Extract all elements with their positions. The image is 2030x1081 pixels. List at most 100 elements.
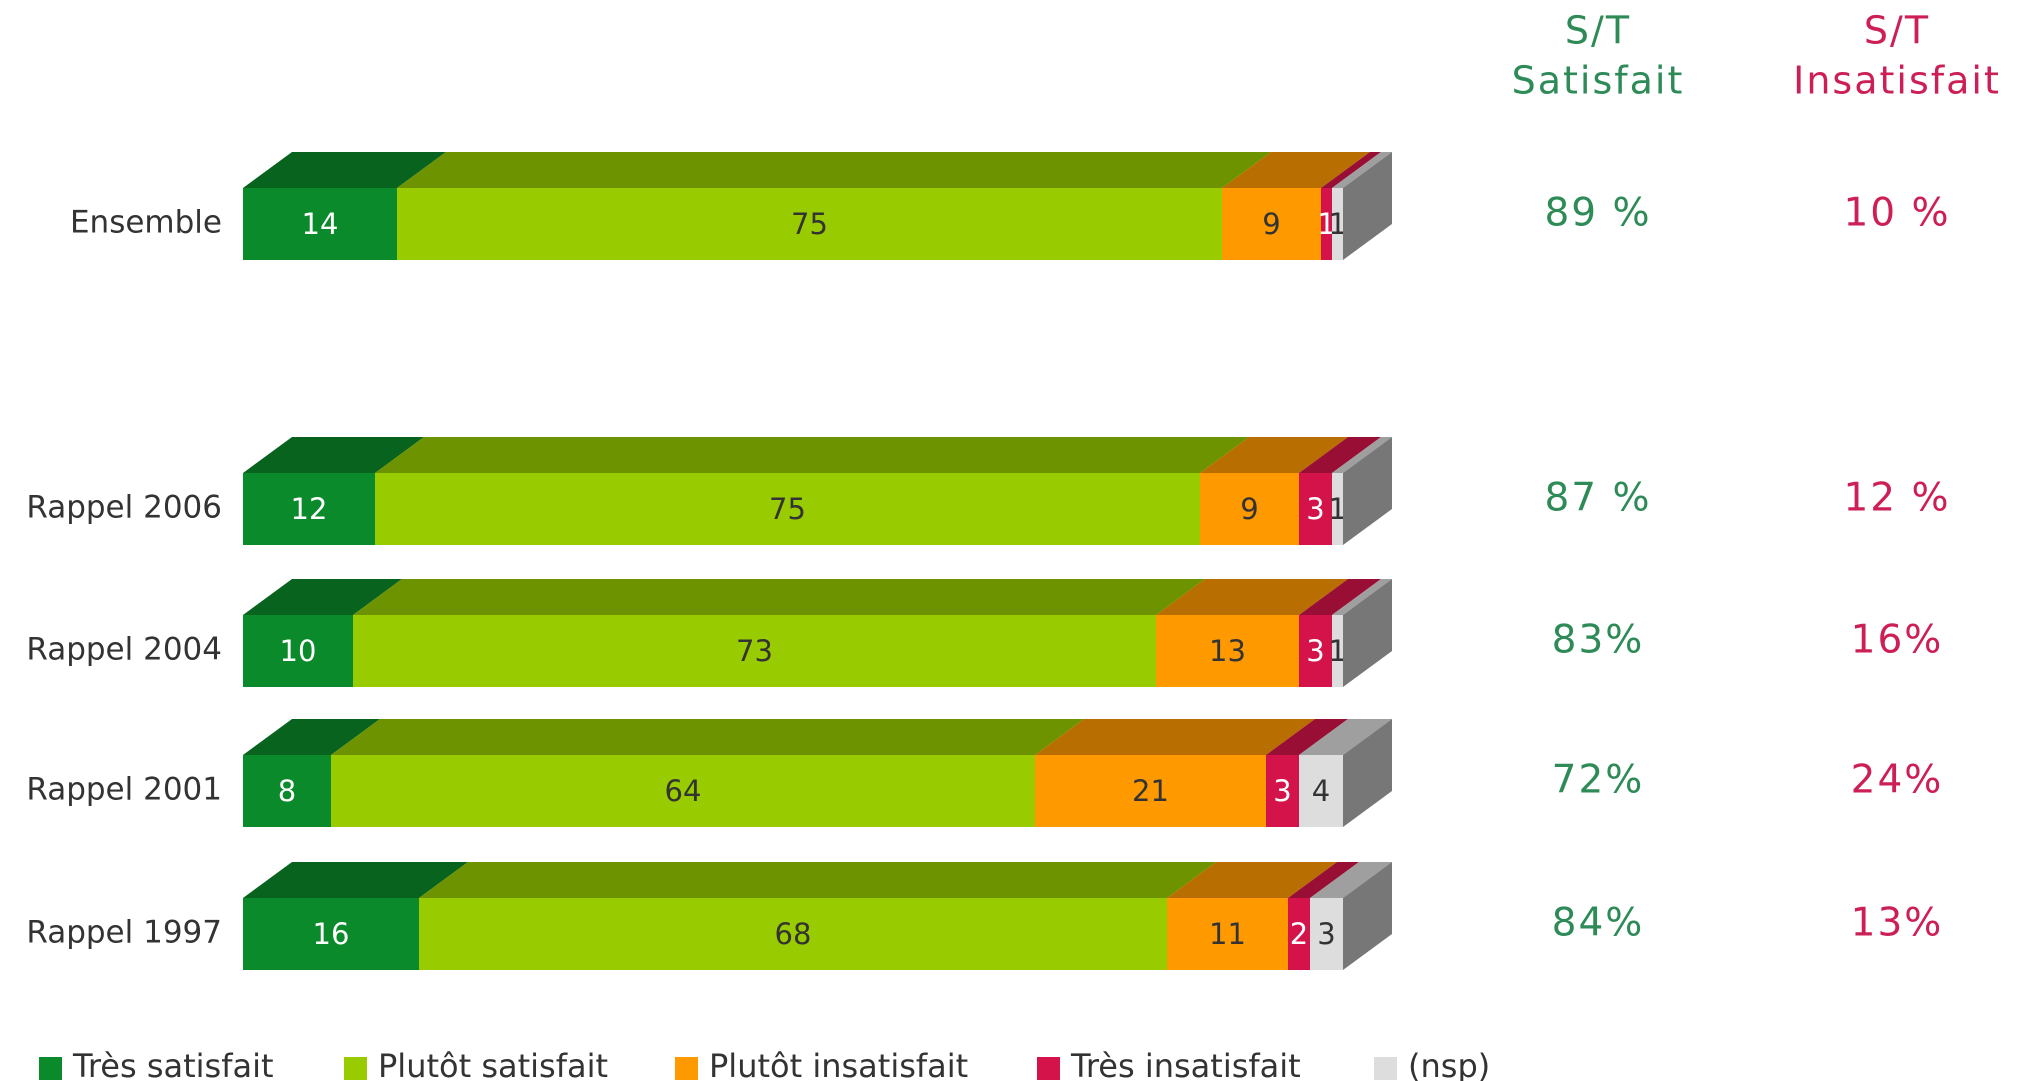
- category-label: Rappel 2006: [26, 490, 222, 526]
- bar-top: [1332, 152, 1392, 188]
- bar-segment: [243, 188, 397, 260]
- bar-top: [331, 719, 1084, 755]
- bar-segment: [243, 615, 353, 687]
- data-label: 8: [278, 774, 296, 808]
- bar-segment: [1332, 188, 1343, 260]
- bar-top: [1321, 152, 1381, 188]
- category-label: Rappel 2001: [26, 772, 222, 808]
- data-label: 14: [302, 207, 339, 241]
- legend-swatch: [675, 1057, 698, 1080]
- data-label: 3: [1306, 492, 1324, 526]
- data-label: 4: [1312, 774, 1330, 808]
- bar-top: [1222, 152, 1370, 188]
- bar-segment: [243, 755, 331, 827]
- bar-segment: [1332, 615, 1343, 687]
- summary-value: 84%: [1552, 901, 1645, 946]
- bar-top: [1167, 862, 1337, 898]
- data-label: 3: [1306, 634, 1324, 668]
- bar-side: [1343, 152, 1392, 260]
- summary-value: 13%: [1851, 901, 1944, 946]
- bar-segment: [1321, 188, 1332, 260]
- column-header: Satisfait: [1512, 59, 1685, 103]
- bar-side: [1343, 437, 1392, 545]
- category-label: Rappel 1997: [26, 915, 222, 951]
- legend-swatch: [39, 1057, 62, 1080]
- legend-label: Plutôt insatisfait: [709, 1047, 968, 1081]
- bar-top: [1288, 862, 1359, 898]
- bar-top: [397, 152, 1271, 188]
- bar-segment: [243, 473, 375, 545]
- bar-top: [1200, 437, 1348, 473]
- data-label: 68: [775, 917, 812, 951]
- data-label: 75: [769, 492, 806, 526]
- data-label: 13: [1209, 634, 1246, 668]
- data-label: 11: [1209, 917, 1246, 951]
- bar-segment: [1299, 473, 1332, 545]
- bar-top: [243, 579, 402, 615]
- data-label: 73: [736, 634, 773, 668]
- bar-segment: [397, 188, 1222, 260]
- bar-side: [1343, 579, 1392, 687]
- data-label: 1: [1328, 207, 1346, 241]
- bar-segment: [1156, 615, 1299, 687]
- column-header: S/T: [1565, 9, 1631, 53]
- bar-top: [353, 579, 1205, 615]
- data-label: 16: [313, 917, 350, 951]
- data-label: 9: [1240, 492, 1258, 526]
- legend-label: Plutôt satisfait: [378, 1047, 608, 1081]
- bar-top: [1310, 862, 1392, 898]
- legend-label: Très satisfait: [72, 1047, 274, 1081]
- bar-top: [375, 437, 1249, 473]
- column-header: S/T: [1864, 9, 1930, 53]
- data-label: 9: [1262, 207, 1280, 241]
- bar-segment: [1035, 755, 1266, 827]
- bar-top: [419, 862, 1216, 898]
- data-label: 1: [1328, 492, 1346, 526]
- bar-segment: [1332, 473, 1343, 545]
- bar-top: [1299, 719, 1392, 755]
- bar-segment: [419, 898, 1167, 970]
- bar-side: [1343, 719, 1392, 827]
- legend-swatch: [344, 1057, 367, 1080]
- summary-value: 10 %: [1843, 191, 1950, 236]
- data-label: 3: [1273, 774, 1291, 808]
- legend-label: Très insatisfait: [1070, 1047, 1301, 1081]
- bar-segment: [1299, 615, 1332, 687]
- bar-top: [243, 437, 424, 473]
- column-header: Insatisfait: [1793, 59, 2001, 103]
- bar-segment: [331, 755, 1035, 827]
- bar-segment: [353, 615, 1156, 687]
- category-label: Rappel 2004: [26, 632, 222, 668]
- data-label: 3: [1317, 917, 1335, 951]
- bar-segment: [1310, 898, 1343, 970]
- summary-value: 87 %: [1544, 476, 1651, 521]
- summary-value: 24%: [1851, 758, 1944, 803]
- data-label: 1: [1317, 207, 1335, 241]
- data-label: 12: [291, 492, 328, 526]
- bar-top: [1332, 437, 1392, 473]
- bar-top: [1332, 579, 1392, 615]
- legend-swatch: [1037, 1057, 1060, 1080]
- bar-top: [243, 152, 446, 188]
- data-label: 1: [1328, 634, 1346, 668]
- category-label: Ensemble: [70, 205, 222, 241]
- bar-segment: [1299, 755, 1343, 827]
- bar-segment: [243, 898, 419, 970]
- bar-top: [1299, 579, 1381, 615]
- bar-top: [1299, 437, 1381, 473]
- bar-top: [1266, 719, 1348, 755]
- bar-segment: [1288, 898, 1310, 970]
- data-label: 10: [280, 634, 317, 668]
- summary-value: 12 %: [1843, 476, 1950, 521]
- bar-segment: [1167, 898, 1288, 970]
- data-label: 64: [665, 774, 702, 808]
- summary-value: 89 %: [1544, 191, 1651, 236]
- bar-segment: [375, 473, 1200, 545]
- data-label: 2: [1290, 917, 1308, 951]
- bar-segment: [1222, 188, 1321, 260]
- bar-side: [1343, 862, 1392, 970]
- summary-value: 16%: [1851, 618, 1944, 663]
- legend-swatch: [1374, 1057, 1397, 1080]
- data-label: 75: [791, 207, 828, 241]
